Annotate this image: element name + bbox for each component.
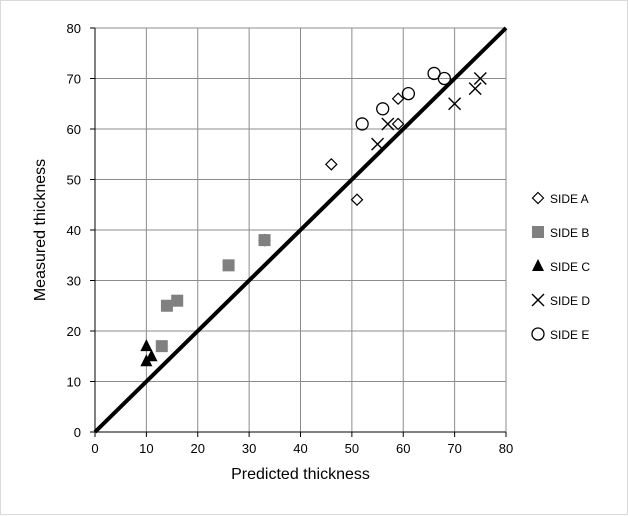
x-tick-label: 20: [191, 441, 205, 456]
y-tick-label: 40: [67, 223, 81, 238]
y-tick-label: 80: [67, 21, 81, 36]
side-e-point: [376, 102, 390, 116]
side-b-point: [222, 259, 235, 272]
x-marker-stroke: [468, 82, 482, 96]
y-tick-label: 50: [67, 173, 81, 188]
x-tick-label: 80: [499, 441, 513, 456]
side-a-point: [350, 193, 364, 207]
legend-label-side-e: SIDE E: [550, 328, 589, 342]
x-axis-title: Predicted thickness: [231, 466, 370, 483]
side-e-point: [401, 87, 416, 101]
x-tick-label: 70: [447, 441, 461, 456]
y-tick-label: 70: [67, 72, 81, 87]
side-a-point: [324, 158, 338, 171]
side-d-point: [468, 82, 482, 96]
legend-item-side-d: SIDE D: [531, 293, 590, 308]
x-tick-label: 10: [139, 441, 153, 456]
x-marker-stroke: [531, 293, 545, 307]
y-tick-label: 30: [67, 274, 81, 289]
side-d-point: [473, 72, 487, 85]
side-a-point: [391, 117, 405, 131]
reference-line: [93, 26, 508, 434]
legend-label-side-b: SIDE B: [550, 226, 589, 240]
side-c-point: [145, 349, 158, 362]
x-marker-stroke: [371, 137, 385, 151]
x-tick-label: 40: [293, 441, 307, 456]
y-axis-title: Measured thickness: [32, 159, 49, 301]
legend-item-side-c: SIDE C: [532, 259, 590, 274]
legend-marker-side-d: [531, 293, 545, 307]
legend-marker-side-e: [531, 327, 545, 341]
side-d-point: [371, 137, 385, 151]
side-a-point: [391, 92, 405, 106]
legend-label-side-d: SIDE D: [550, 294, 590, 308]
legend: SIDE A SIDE B SIDE C SIDE D SIDE E: [531, 191, 590, 342]
side-e-point: [355, 117, 369, 131]
legend-marker-side-b: [532, 226, 544, 238]
legend-marker-side-c: [532, 259, 544, 271]
side-e-point: [437, 71, 452, 86]
side-d-point: [448, 97, 462, 111]
y-tick-label: 60: [67, 122, 81, 137]
y-tick-label: 20: [67, 324, 81, 339]
side-b-point: [258, 234, 271, 247]
legend-item-side-b: SIDE B: [532, 226, 589, 240]
legend-marker-side-a: [531, 191, 545, 205]
side-d-point: [381, 117, 395, 131]
x-marker-stroke: [448, 97, 462, 111]
side-b-point: [171, 294, 184, 307]
x-tick-label: 60: [396, 441, 410, 456]
y-tick-label: 0: [74, 425, 81, 440]
axes: 0 10 20 30 40 50 60 70 80 0 10 20 30 40 50 60 70 80: [67, 21, 514, 456]
legend-label-side-c: SIDE C: [550, 260, 590, 274]
legend-item-side-a: SIDE A: [531, 191, 589, 206]
y-tick-label: 10: [67, 375, 81, 390]
side-c-point: [140, 339, 153, 352]
reference-line-group: [93, 26, 508, 434]
x-marker-stroke: [381, 117, 395, 131]
x-tick-label: 50: [345, 441, 359, 456]
side-b-point: [155, 340, 168, 353]
x-tick-label: 0: [91, 441, 98, 456]
data-points: [140, 66, 487, 367]
legend-label-side-a: SIDE A: [550, 192, 589, 206]
legend-item-side-e: SIDE E: [531, 327, 589, 342]
side-b-point: [160, 299, 173, 312]
x-tick-label: 30: [242, 441, 256, 456]
x-marker-stroke: [473, 72, 487, 85]
